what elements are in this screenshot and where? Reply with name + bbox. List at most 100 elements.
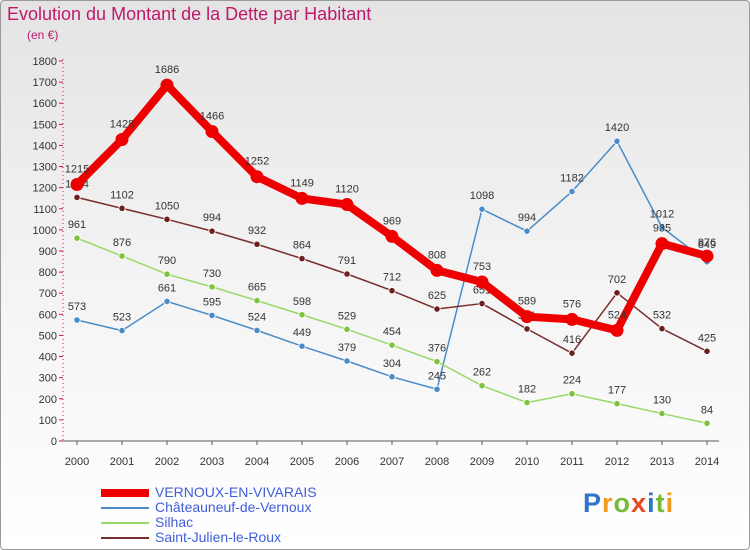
data-point-silhac xyxy=(343,325,351,333)
data-label-saint-julien-le-roux: 932 xyxy=(248,225,266,237)
data-point-silhac xyxy=(478,382,486,390)
data-point-saint-julien-le-roux xyxy=(568,349,576,357)
y-tick-label: 1800 xyxy=(33,56,57,68)
data-point-vernoux-en-vivarais xyxy=(250,170,264,184)
x-tick-label: 2000 xyxy=(65,456,89,468)
x-tick-label: 2011 xyxy=(560,456,584,468)
data-point-ch-teauneuf-de-vernoux xyxy=(73,316,81,324)
logo-letter: o xyxy=(613,488,632,518)
data-label-saint-julien-le-roux: 702 xyxy=(608,274,626,286)
data-point-saint-julien-le-roux xyxy=(523,325,531,333)
data-label-ch-teauneuf-de-vernoux: 524 xyxy=(248,311,266,323)
data-label-saint-julien-le-roux: 712 xyxy=(383,272,401,284)
data-label-saint-julien-le-roux: 791 xyxy=(338,255,356,267)
data-label-saint-julien-le-roux: 1050 xyxy=(155,200,179,212)
data-label-vernoux-en-vivarais: 1120 xyxy=(335,184,359,196)
y-tick-label: 1200 xyxy=(33,183,57,195)
data-point-ch-teauneuf-de-vernoux xyxy=(478,205,486,213)
x-tick-label: 2007 xyxy=(380,456,404,468)
legend-swatch xyxy=(101,506,149,509)
data-point-saint-julien-le-roux xyxy=(703,347,711,355)
legend-label: VERNOUX-EN-VIVARAIS xyxy=(155,484,317,500)
data-label-vernoux-en-vivarais: 935 xyxy=(653,223,671,235)
x-tick-label: 2005 xyxy=(290,456,314,468)
data-label-vernoux-en-vivarais: 876 xyxy=(698,237,716,249)
data-label-ch-teauneuf-de-vernoux: 523 xyxy=(113,312,131,324)
data-point-saint-julien-le-roux xyxy=(613,289,621,297)
legend-item-ch-teauneuf-de-vernoux: Châteauneuf-de-Vernoux xyxy=(101,500,317,515)
data-label-saint-julien-le-roux: 416 xyxy=(563,334,581,346)
y-tick-label: 700 xyxy=(39,288,57,300)
data-point-vernoux-en-vivarais xyxy=(295,191,309,205)
x-tick-label: 2012 xyxy=(605,456,629,468)
data-label-ch-teauneuf-de-vernoux: 245 xyxy=(428,370,446,382)
data-point-ch-teauneuf-de-vernoux xyxy=(343,357,351,365)
data-label-silhac: 598 xyxy=(293,296,311,308)
data-point-vernoux-en-vivarais xyxy=(115,133,129,147)
proxiti-logo: Proxiti xyxy=(583,488,674,519)
data-point-ch-teauneuf-de-vernoux xyxy=(658,223,666,231)
data-label-vernoux-en-vivarais: 1428 xyxy=(110,119,134,131)
data-point-vernoux-en-vivarais xyxy=(160,78,174,92)
data-point-vernoux-en-vivarais xyxy=(655,237,669,251)
data-point-vernoux-en-vivarais xyxy=(610,323,624,337)
data-point-silhac xyxy=(703,419,711,427)
y-tick-label: 1700 xyxy=(33,77,57,89)
x-tick-label: 2002 xyxy=(155,456,179,468)
data-label-silhac: 454 xyxy=(383,326,401,338)
data-label-silhac: 376 xyxy=(428,343,446,355)
data-point-ch-teauneuf-de-vernoux xyxy=(523,227,531,235)
y-tick-label: 300 xyxy=(39,373,57,385)
data-point-saint-julien-le-roux xyxy=(388,287,396,295)
data-label-vernoux-en-vivarais: 576 xyxy=(563,298,581,310)
data-label-saint-julien-le-roux: 994 xyxy=(203,212,221,224)
data-point-vernoux-en-vivarais xyxy=(565,312,579,326)
y-tick-label: 500 xyxy=(39,330,57,342)
chart-legend: VERNOUX-EN-VIVARAIS Châteauneuf-de-Vernou… xyxy=(101,485,317,545)
data-label-ch-teauneuf-de-vernoux: 1420 xyxy=(605,122,629,134)
logo-letter: P xyxy=(583,488,603,518)
data-point-ch-teauneuf-de-vernoux xyxy=(298,342,306,350)
data-point-silhac xyxy=(613,400,621,408)
data-label-silhac: 529 xyxy=(338,310,356,322)
x-tick-label: 2013 xyxy=(650,456,674,468)
data-point-silhac xyxy=(73,234,81,242)
data-label-vernoux-en-vivarais: 1252 xyxy=(245,156,269,168)
data-point-saint-julien-le-roux xyxy=(343,270,351,278)
y-tick-label: 800 xyxy=(39,267,57,279)
data-point-vernoux-en-vivarais xyxy=(475,275,489,289)
data-point-saint-julien-le-roux xyxy=(658,325,666,333)
data-point-ch-teauneuf-de-vernoux xyxy=(118,326,126,335)
data-point-silhac xyxy=(433,358,441,366)
legend-label: Châteauneuf-de-Vernoux xyxy=(155,499,312,515)
chart-subtitle: (en €) xyxy=(27,28,59,42)
data-label-saint-julien-le-roux: 864 xyxy=(293,240,311,252)
data-label-saint-julien-le-roux: 425 xyxy=(698,332,716,344)
data-label-silhac: 224 xyxy=(563,375,581,387)
data-point-ch-teauneuf-de-vernoux xyxy=(568,187,576,196)
data-point-vernoux-en-vivarais xyxy=(385,229,399,243)
y-tick-label: 1400 xyxy=(33,140,57,152)
x-tick-label: 2003 xyxy=(200,456,224,468)
data-label-saint-julien-le-roux: 625 xyxy=(428,290,446,302)
logo-letter: i xyxy=(647,488,656,518)
data-label-silhac: 790 xyxy=(158,255,176,267)
legend-swatch xyxy=(101,521,149,524)
data-label-silhac: 262 xyxy=(473,367,491,379)
data-label-ch-teauneuf-de-vernoux: 994 xyxy=(518,212,536,224)
data-label-ch-teauneuf-de-vernoux: 595 xyxy=(203,296,221,308)
data-point-vernoux-en-vivarais xyxy=(430,263,444,277)
x-tick-label: 2014 xyxy=(695,456,719,468)
data-label-ch-teauneuf-de-vernoux: 379 xyxy=(338,342,356,354)
legend-swatch xyxy=(101,536,149,539)
data-point-vernoux-en-vivarais xyxy=(205,125,219,139)
data-label-ch-teauneuf-de-vernoux: 1098 xyxy=(470,190,494,202)
data-label-vernoux-en-vivarais: 1215 xyxy=(65,164,89,176)
data-label-vernoux-en-vivarais: 1149 xyxy=(290,177,314,189)
logo-letter: t xyxy=(655,488,666,518)
data-label-ch-teauneuf-de-vernoux: 573 xyxy=(68,301,86,313)
data-point-ch-teauneuf-de-vernoux xyxy=(388,373,396,381)
data-point-silhac xyxy=(208,283,216,291)
data-point-ch-teauneuf-de-vernoux xyxy=(613,137,621,145)
